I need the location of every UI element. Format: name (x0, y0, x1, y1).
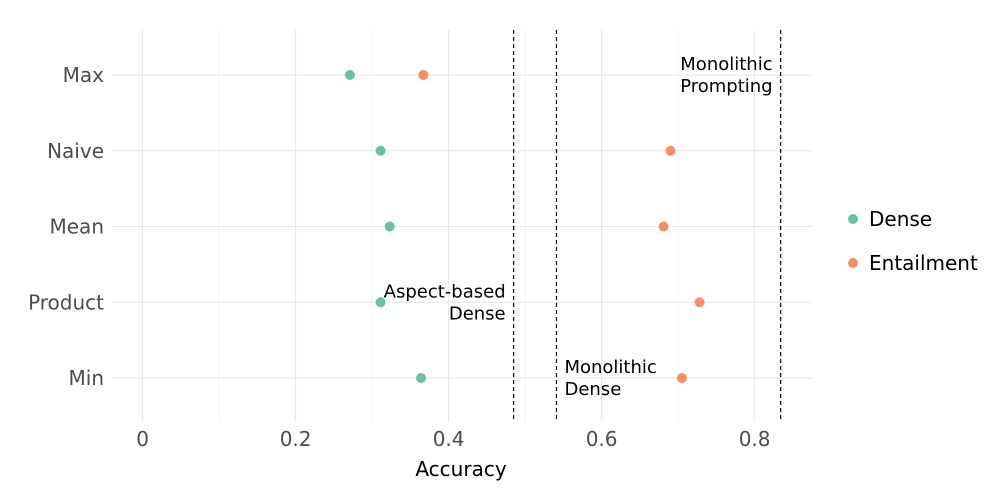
x-tick-label: 0.2 (280, 427, 312, 451)
x-tick-label: 0.4 (433, 427, 465, 451)
data-point-entailment (676, 373, 687, 383)
reference-line-label: Dense (564, 379, 621, 400)
y-tick-label: Min (69, 366, 105, 390)
legend-marker-entailment (848, 258, 858, 268)
legend-marker-dense (848, 214, 858, 224)
data-point-dense (344, 70, 355, 80)
reference-lines: Aspect-basedDenseMonolithicDenseMonolith… (384, 30, 782, 422)
data-point-entailment (665, 145, 676, 156)
data-point-dense (416, 373, 427, 383)
reference-line-label: Prompting (680, 76, 772, 97)
y-tick-labels: Max Naive Mean Product Min (28, 63, 104, 390)
y-tick-label: Max (63, 63, 105, 87)
x-tick-label: 0.6 (586, 427, 618, 451)
data-point-entailment (418, 70, 429, 80)
legend: Dense Entailment (848, 207, 978, 275)
data-point-dense (375, 145, 386, 156)
x-tick-label: 0 (136, 427, 149, 451)
reference-line-label: Monolithic (564, 357, 656, 378)
legend-label: Dense (869, 207, 932, 231)
reference-line-label: Dense (449, 303, 506, 324)
data-point-entailment (658, 221, 669, 232)
legend-label: Entailment (869, 251, 978, 275)
x-tick-label: 0.8 (739, 427, 771, 451)
reference-line-label: Aspect-based (384, 281, 506, 302)
x-axis-title: Accuracy (415, 457, 506, 481)
x-tick-labels: 0 0.2 0.4 0.6 0.8 (136, 427, 770, 451)
data-points (344, 70, 705, 383)
data-point-entailment (694, 297, 705, 308)
reference-line-label: Monolithic (680, 54, 772, 75)
y-tick-label: Product (28, 290, 104, 314)
data-point-dense (375, 297, 386, 308)
y-tick-label: Naive (47, 139, 104, 163)
y-tick-label: Mean (50, 215, 105, 239)
data-point-dense (384, 221, 395, 232)
